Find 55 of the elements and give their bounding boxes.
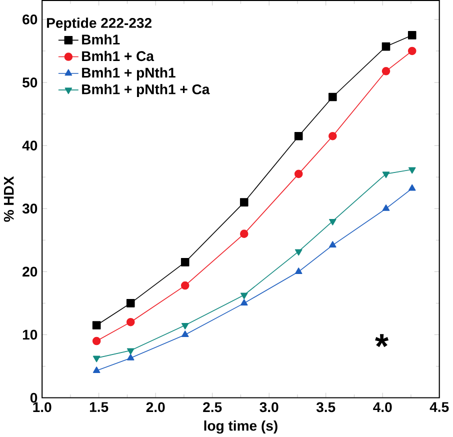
point [126, 348, 134, 354]
x-tick-label: 2.5 [203, 402, 222, 412]
point [294, 248, 302, 256]
point [240, 298, 248, 306]
point [294, 267, 302, 274]
point [240, 198, 248, 206]
point [328, 132, 337, 140]
y-tick-label: 20 [22, 266, 38, 276]
point [294, 170, 303, 178]
point [181, 322, 189, 330]
point [408, 46, 416, 55]
y-tick-label: 50 [22, 77, 38, 88]
point [181, 330, 189, 337]
x-axis-title: log time (s) [204, 420, 278, 434]
legend-label: Bmh1 + pNth1 + Ca [82, 84, 210, 97]
y-axis-title: % HDX [4, 176, 14, 222]
x-tick-label: 2.0 [146, 402, 165, 412]
y-tick-label: 0 [30, 392, 38, 402]
point [382, 171, 390, 178]
point [126, 354, 134, 360]
point [329, 218, 336, 226]
point [126, 298, 135, 308]
point [240, 229, 248, 238]
point [328, 92, 337, 101]
annotation: * [375, 334, 389, 347]
point [92, 336, 101, 345]
point [382, 42, 390, 50]
x-tick-label: 4.0 [373, 402, 392, 412]
x-tick-label: 1.5 [90, 402, 108, 412]
y-tick-label: 30 [22, 203, 38, 214]
point [180, 281, 190, 290]
x-tick-label: 1.0 [33, 402, 52, 412]
point [382, 204, 390, 211]
y-tick-label: 60 [22, 14, 38, 24]
y-tick-label: 10 [22, 330, 38, 340]
y-tick-label: 40 [22, 140, 38, 150]
point [92, 356, 100, 362]
point [408, 184, 416, 190]
point [294, 132, 303, 140]
legend-title: Peptide 222-232 [47, 17, 152, 30]
point [382, 66, 390, 76]
point [126, 318, 135, 326]
point [92, 366, 100, 373]
legend-label: Bmh1 + pNth1 [82, 67, 176, 80]
x-tick-label: 4.5 [430, 402, 449, 412]
x-tick-label: 3.0 [260, 402, 278, 412]
x-tick-label: 3.5 [316, 402, 336, 412]
legend-label: Bmh1 + Ca [82, 50, 154, 61]
point [408, 30, 416, 40]
point [329, 240, 336, 248]
legend-label: Bmh1 [82, 34, 120, 44]
point [180, 258, 190, 266]
point [240, 292, 248, 299]
point [92, 320, 101, 330]
point [408, 167, 416, 174]
